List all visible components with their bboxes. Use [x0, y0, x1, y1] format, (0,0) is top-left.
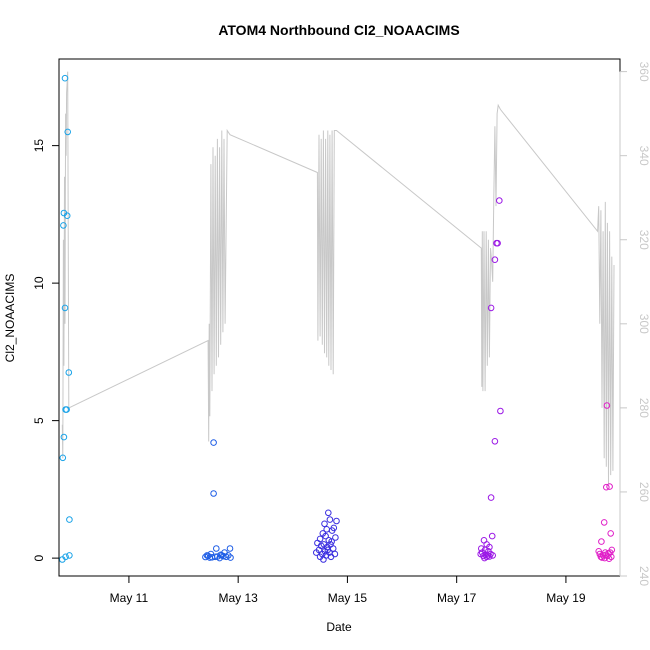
data-point — [496, 197, 503, 204]
data-point — [601, 554, 609, 562]
data-point — [61, 304, 69, 312]
data-point — [328, 527, 336, 534]
x-axis-label: Date — [326, 620, 352, 634]
y2-tick-label: 300 — [637, 314, 650, 334]
data-point — [321, 520, 328, 528]
y2-tick-label: 320 — [637, 230, 650, 250]
data-point — [607, 530, 615, 537]
y2-tick-label: 260 — [637, 482, 650, 502]
data-point — [66, 552, 73, 559]
data-point — [220, 552, 227, 560]
data-point — [481, 554, 488, 562]
data-point — [227, 554, 234, 561]
data-point — [216, 554, 223, 562]
secondary-line-layer — [61, 71, 615, 484]
data-point — [63, 212, 71, 219]
y2-tick-label: 360 — [637, 62, 650, 82]
y-tick-label: 15 — [32, 139, 46, 153]
data-point — [202, 553, 209, 561]
data-point — [64, 128, 71, 136]
data-point — [479, 549, 486, 556]
data-point — [210, 439, 217, 446]
data-point — [488, 532, 496, 540]
secondary-line — [61, 71, 615, 484]
x-tick-label: May 19 — [546, 591, 586, 605]
y-axis-right: 240 260 280 300 320 340 360 — [619, 62, 650, 586]
data-point — [60, 433, 68, 441]
data-point — [322, 532, 329, 540]
data-point — [60, 222, 67, 229]
data-point — [603, 402, 611, 409]
data-point — [213, 545, 220, 552]
y2-tick-label: 240 — [637, 566, 650, 586]
data-point — [327, 553, 335, 561]
data-point — [320, 556, 327, 563]
data-point — [497, 407, 504, 415]
x-tick-label: May 15 — [328, 591, 368, 605]
y-axis-left: 0 5 10 15 — [32, 139, 60, 561]
x-tick-label: May 11 — [110, 591, 149, 605]
data-point — [598, 538, 605, 545]
data-point — [61, 74, 69, 82]
data-point — [491, 256, 499, 264]
series-flight2 — [202, 439, 234, 562]
data-point — [494, 239, 501, 247]
y-tick-label: 10 — [32, 276, 46, 290]
data-point — [487, 494, 495, 501]
data-point — [491, 438, 499, 445]
y2-tick-label: 340 — [637, 146, 650, 166]
data-point — [606, 483, 613, 490]
x-axis: May 11 May 13 May 15 May 17 May 19 — [110, 575, 586, 605]
y-tick-label: 0 — [32, 554, 46, 561]
data-point — [326, 516, 334, 523]
series-flight5 — [595, 402, 616, 563]
data-point — [203, 552, 211, 559]
data-point — [59, 454, 67, 462]
y2-tick-label: 280 — [637, 398, 650, 418]
data-point — [63, 406, 70, 413]
x-tick-label: May 17 — [437, 591, 477, 605]
data-point — [487, 304, 495, 312]
data-point — [313, 549, 320, 556]
data-point — [605, 555, 613, 563]
data-point — [66, 516, 73, 523]
x-tick-label: May 13 — [218, 591, 258, 605]
data-point — [222, 553, 230, 561]
series-flight4 — [477, 197, 504, 562]
data-point — [332, 534, 339, 541]
data-point — [325, 509, 332, 517]
data-point — [65, 369, 73, 376]
data-point — [324, 546, 332, 554]
series-flight3 — [313, 509, 340, 563]
y-tick-label: 5 — [32, 417, 46, 424]
data-point — [333, 517, 340, 525]
data-point — [210, 490, 217, 497]
data-point — [600, 519, 608, 526]
data-point — [226, 545, 234, 552]
data-point — [606, 549, 614, 556]
data-point — [489, 552, 497, 559]
y-axis-label: Cl2_NOAACIMS — [3, 274, 17, 363]
chart-title: ATOM4 Northbound Cl2_NOAACIMS — [218, 22, 459, 38]
data-point — [477, 550, 485, 558]
data-point — [603, 483, 610, 491]
